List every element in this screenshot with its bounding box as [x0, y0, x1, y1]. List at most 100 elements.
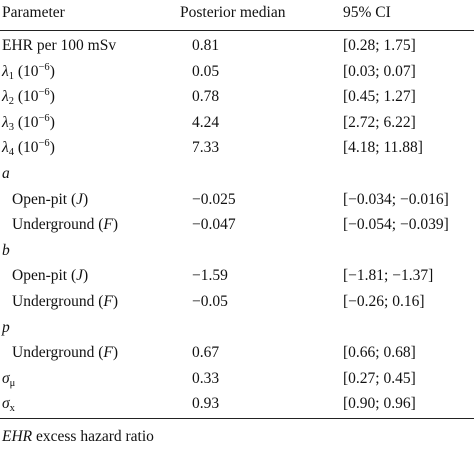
label-part: )	[49, 113, 55, 131]
parameter-cell: Underground (F)	[12, 340, 118, 366]
median-cell: 0.81	[192, 37, 220, 54]
table-row: σμ 0.33 [0.27; 0.45]	[0, 366, 474, 392]
median-cell: −1.59	[192, 267, 228, 285]
label-part: )	[83, 267, 89, 285]
parameter-cell: λ4 (10−6)	[2, 135, 55, 161]
parameter-cell: σμ	[2, 366, 15, 392]
median-cell: 0.78	[192, 88, 220, 106]
median-cell: 0.05	[192, 62, 220, 80]
label-part: b	[2, 241, 10, 259]
parameter-cell: Open-pit (J)	[12, 263, 88, 289]
label-part: )	[112, 216, 119, 234]
label-part: λ	[2, 113, 9, 131]
header-cell: 95% CI	[343, 4, 391, 21]
label-part: λ	[2, 62, 9, 80]
ci-cell: [0.90; 0.96]	[343, 395, 416, 413]
ci-cell: [−0.054; −0.039]	[343, 216, 449, 234]
label-part: (10	[13, 113, 39, 131]
parameter-cell: λ3 (10−6)	[2, 110, 55, 136]
label-part: −6	[38, 112, 50, 124]
median-cell: 0.93	[192, 395, 220, 413]
label-part: )	[49, 88, 55, 106]
parameter-cell: EHR per 100 mSv	[2, 33, 116, 59]
label-part: Underground (	[12, 293, 104, 310]
parameter-cell: Open-pit (J)	[12, 187, 88, 213]
label-part: σ	[2, 395, 10, 413]
table-row: λ3 (10−6) 4.24 [2.72; 6.22]	[0, 110, 474, 136]
median-cell: 0.33	[192, 369, 220, 387]
label-part: −6	[38, 138, 50, 150]
label-part: )	[112, 293, 119, 310]
median-cell: 4.24	[192, 113, 220, 131]
label-part: Underground (	[12, 344, 104, 362]
parameter-cell: λ2 (10−6)	[2, 84, 55, 110]
label-part: )	[83, 190, 89, 208]
label-part: 2	[8, 96, 14, 108]
table-row: p	[0, 315, 474, 341]
table-row: Open-pit (J) −1.59 [−1.81; −1.37]	[0, 263, 474, 289]
table-row: Underground (F) −0.05 [−0.26; 0.16]	[0, 289, 474, 315]
table-row: b	[0, 238, 474, 264]
label-part: J	[76, 267, 84, 285]
table-row: Underground (F) −0.047 [−0.054; −0.039]	[0, 212, 474, 238]
median-cell: 7.33	[192, 139, 220, 157]
label-part: −6	[38, 61, 50, 73]
label-part: λ	[2, 139, 9, 157]
label-part: Open-pit (	[12, 267, 77, 285]
table-row: Open-pit (J) −0.025 [−0.034; −0.016]	[0, 187, 474, 213]
parameter-cell: Underground (F)	[12, 289, 118, 315]
ci-cell: [0.27; 0.45]	[343, 369, 416, 387]
ci-cell: [−0.034; −0.016]	[343, 190, 449, 208]
bottom-rule	[0, 418, 474, 419]
label-part: )	[49, 139, 55, 157]
parameter-cell: λ1 (10−6)	[2, 59, 55, 85]
parameter-cell: Underground (F)	[12, 212, 118, 238]
label-part: J	[76, 190, 84, 208]
label-part: )	[49, 62, 55, 80]
label-part: EHR	[2, 428, 33, 445]
parameter-cell: a	[2, 161, 10, 187]
label-part: −6	[38, 87, 50, 99]
label-part: F	[103, 344, 113, 362]
label-part: F	[103, 216, 113, 234]
table-row: EHR per 100 mSv 0.81 [0.28; 1.75]	[0, 33, 474, 59]
table-row: λ2 (10−6) 0.78 [0.45; 1.27]	[0, 84, 474, 110]
median-cell: 0.67	[192, 344, 220, 362]
table-row: λ4 (10−6) 7.33 [4.18; 11.88]	[0, 135, 474, 161]
table-row: λ1 (10−6) 0.05 [0.03; 0.07]	[0, 59, 474, 85]
label-part: (10	[13, 88, 39, 106]
table-row: σx 0.93 [0.90; 0.96]	[0, 391, 474, 417]
label-part: σ	[2, 369, 10, 387]
median-cell: −0.047	[192, 216, 236, 234]
label-part: )	[112, 344, 119, 362]
parameter-cell: p	[2, 315, 10, 341]
label-part: a	[2, 165, 10, 182]
ci-cell: [0.45; 1.27]	[343, 88, 416, 106]
label-part: 1	[8, 70, 14, 82]
label-part: 3	[8, 121, 14, 133]
parameter-cell: b	[2, 238, 10, 264]
median-cell: −0.025	[192, 190, 236, 208]
label-part: λ	[2, 88, 9, 106]
label-part: 4	[8, 147, 14, 159]
table-row: a	[0, 161, 474, 187]
label-part: (10	[13, 139, 39, 157]
ci-cell: [0.66; 0.68]	[343, 344, 416, 362]
label-part: (10	[13, 62, 39, 80]
header-rule	[0, 30, 474, 31]
ci-cell: [2.72; 6.22]	[343, 113, 416, 131]
header-row: Parameter Posterior median 95% CI	[0, 0, 474, 26]
ci-cell: [−1.81; −1.37]	[343, 267, 434, 285]
ci-cell: [4.18; 11.88]	[343, 139, 423, 157]
label-part: x	[9, 403, 15, 415]
parameter-cell: σx	[2, 391, 15, 417]
label-part: EHR per 100 mSv	[2, 37, 117, 54]
header-cell: Parameter	[2, 4, 65, 21]
ci-cell: [0.03; 0.07]	[343, 62, 416, 80]
header-cell: Posterior median	[180, 4, 286, 21]
label-part: F	[103, 293, 113, 310]
label-part: excess hazard ratio	[32, 428, 154, 445]
table-row: Underground (F) 0.67 [0.66; 0.68]	[0, 340, 474, 366]
label-part: μ	[9, 377, 16, 389]
